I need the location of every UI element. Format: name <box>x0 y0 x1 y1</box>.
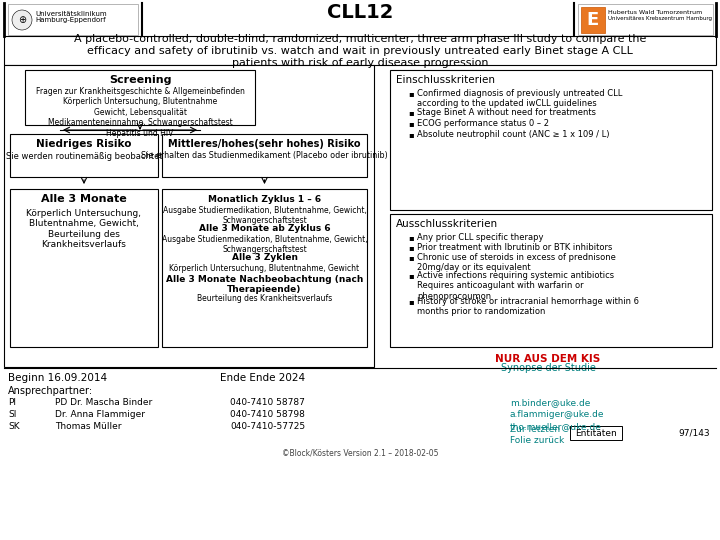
Text: Dr. Anna Flammiger: Dr. Anna Flammiger <box>55 410 145 419</box>
Text: Prior treatment with Ibrutinib or BTK inhibitors: Prior treatment with Ibrutinib or BTK in… <box>417 243 613 252</box>
Text: SK: SK <box>8 422 19 431</box>
Bar <box>581 7 605 33</box>
Text: Körperlich Untersuchung,
Blutentnahme, Gewicht,
Beurteilung des
Krankheitsverlau: Körperlich Untersuchung, Blutentnahme, G… <box>27 209 142 249</box>
Text: SI: SI <box>8 410 17 419</box>
Text: Absolute neutrophil count (ANC ≥ 1 x 109 / L): Absolute neutrophil count (ANC ≥ 1 x 109… <box>417 130 610 139</box>
Text: Entitäten: Entitäten <box>575 429 617 437</box>
Text: 040-7410-57725: 040-7410-57725 <box>230 422 305 431</box>
Text: History of stroke or intracranial hemorrhage within 6
months prior to randomizat: History of stroke or intracranial hemorr… <box>417 297 639 316</box>
Text: Niedriges Risiko: Niedriges Risiko <box>36 139 132 149</box>
Bar <box>10 134 158 177</box>
Text: A placebo-controlled, double-blind, randomized, multicenter, three arm phase III: A placebo-controlled, double-blind, rand… <box>74 35 646 68</box>
Text: ▪: ▪ <box>408 271 413 280</box>
Text: NUR AUS DEM KIS: NUR AUS DEM KIS <box>495 354 600 364</box>
Text: Stage Binet A without need for treatments: Stage Binet A without need for treatment… <box>417 108 596 117</box>
Text: Monatlich Zyklus 1 – 6: Monatlich Zyklus 1 – 6 <box>208 195 321 204</box>
Text: Screening: Screening <box>109 75 171 85</box>
Text: ▪: ▪ <box>408 243 413 252</box>
Bar <box>8 4 138 35</box>
Text: Ausgabe Studienmedikation, Blutentnahme, Gewicht,
Schwangerschaftstest: Ausgabe Studienmedikation, Blutentnahme,… <box>162 235 367 254</box>
Text: a.flammiger@uke.de: a.flammiger@uke.de <box>510 410 605 419</box>
Text: Confirmed diagnosis of previously untreated CLL
according to the updated iwCLL g: Confirmed diagnosis of previously untrea… <box>417 89 622 109</box>
Text: ©Block/Kösters Version 2.1 – 2018-02-05: ©Block/Kösters Version 2.1 – 2018-02-05 <box>282 449 438 458</box>
Bar <box>390 214 712 347</box>
Text: Körperlich Untersuchung, Blutentnahme, Gewicht: Körperlich Untersuchung, Blutentnahme, G… <box>169 264 359 273</box>
Text: Ansprechpartner:: Ansprechpartner: <box>8 386 93 396</box>
Text: Chronic use of steroids in excess of prednisone
20mg/day or its equivalent: Chronic use of steroids in excess of pre… <box>417 253 616 272</box>
Text: ⊕: ⊕ <box>18 15 26 25</box>
Text: Alle 3 Zyklen: Alle 3 Zyklen <box>232 253 297 262</box>
Text: Zur letzten: Zur letzten <box>510 425 560 434</box>
Text: PI: PI <box>8 398 16 407</box>
Bar <box>10 189 158 347</box>
Text: Sie erhalten das Studienmedikament (Placebo oder ibrutinib): Sie erhalten das Studienmedikament (Plac… <box>141 151 388 160</box>
Text: ▪: ▪ <box>408 119 413 128</box>
Text: 040-7410 58787: 040-7410 58787 <box>230 398 305 407</box>
Text: Universitäres Krebszentrum Hamburg: Universitäres Krebszentrum Hamburg <box>608 16 712 21</box>
Bar <box>162 134 367 177</box>
Text: 040-7410 58798: 040-7410 58798 <box>230 410 305 419</box>
Text: Any prior CLL specific therapy: Any prior CLL specific therapy <box>417 233 544 242</box>
Text: m.binder@uke.de: m.binder@uke.de <box>510 398 590 407</box>
Text: Alle 3 Monate: Alle 3 Monate <box>41 194 127 204</box>
Bar <box>25 70 255 125</box>
Circle shape <box>12 10 32 30</box>
Text: Thomas Müller: Thomas Müller <box>55 422 122 431</box>
Text: ▪: ▪ <box>408 297 413 306</box>
Bar <box>4 36 716 65</box>
Text: PD Dr. Mascha Binder: PD Dr. Mascha Binder <box>55 398 152 407</box>
Bar <box>162 189 367 347</box>
Text: Hamburg-Eppendorf: Hamburg-Eppendorf <box>35 17 106 23</box>
Text: 97/143: 97/143 <box>678 429 710 437</box>
Text: E: E <box>587 11 599 29</box>
Text: ▪: ▪ <box>408 89 413 98</box>
Text: ▪: ▪ <box>408 130 413 139</box>
Text: Beginn 16.09.2014: Beginn 16.09.2014 <box>8 373 107 383</box>
Text: Einschlusskriterien: Einschlusskriterien <box>396 75 495 85</box>
Text: ▪: ▪ <box>408 253 413 262</box>
Text: Active infections requiring systemic antibiotics
Requires anticoagulant with war: Active infections requiring systemic ant… <box>417 271 614 301</box>
Text: Alle 3 Monate Nachbeobachtung (nach
Therapieende): Alle 3 Monate Nachbeobachtung (nach Ther… <box>166 275 363 294</box>
Text: Alle 3 Monate ab Zyklus 6: Alle 3 Monate ab Zyklus 6 <box>199 224 330 233</box>
Text: Beurteilung des Krankheitsverlaufs: Beurteilung des Krankheitsverlaufs <box>197 294 332 303</box>
Text: ▪: ▪ <box>408 108 413 117</box>
Text: Fragen zur Krankheitsgeschichte & Allgemeinbefinden
Körperlich Untersuchung, Blu: Fragen zur Krankheitsgeschichte & Allgem… <box>35 87 244 138</box>
Text: CLL12: CLL12 <box>327 3 393 23</box>
Bar <box>4 65 374 367</box>
Text: Folie zurück: Folie zurück <box>510 436 564 445</box>
Text: Synopse der Studie: Synopse der Studie <box>500 363 595 373</box>
Text: Ende Ende 2024: Ende Ende 2024 <box>220 373 305 383</box>
Text: Ausschlusskriterien: Ausschlusskriterien <box>396 219 498 229</box>
Text: ▪: ▪ <box>408 233 413 242</box>
Bar <box>578 4 713 35</box>
Text: Hubertus Wald Tumorzentrum: Hubertus Wald Tumorzentrum <box>608 10 702 15</box>
Text: Ausgabe Studiermedikation, Blutentnahme, Gewicht,
Schwangerschaftstest: Ausgabe Studiermedikation, Blutentnahme,… <box>163 206 366 225</box>
Bar <box>390 70 712 210</box>
Text: Sie werden routinemäßig beobachtet: Sie werden routinemäßig beobachtet <box>6 152 162 161</box>
Text: Mittleres/hohes(sehr hohes) Risiko: Mittleres/hohes(sehr hohes) Risiko <box>168 139 361 149</box>
Text: Universitätsklinikum: Universitätsklinikum <box>35 11 107 17</box>
Text: tho.mueller@uke.de: tho.mueller@uke.de <box>510 422 602 431</box>
Text: ECOG performance status 0 – 2: ECOG performance status 0 – 2 <box>417 119 549 128</box>
Bar <box>570 426 622 440</box>
